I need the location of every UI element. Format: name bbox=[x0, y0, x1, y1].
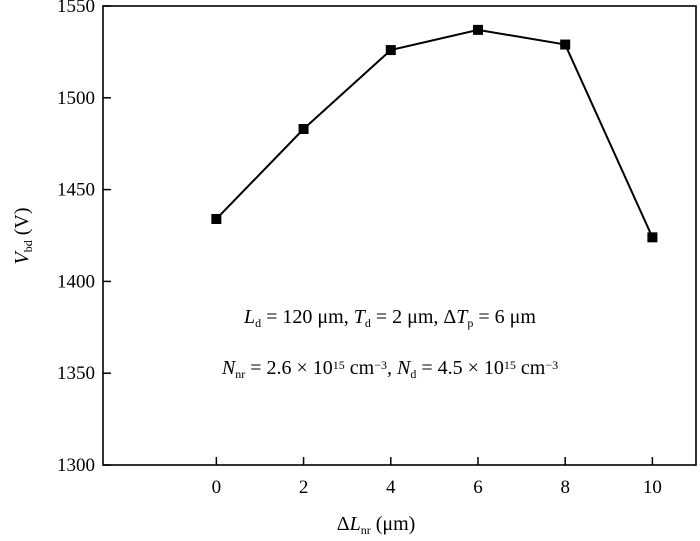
y-tick-label-0: 1300 bbox=[57, 455, 95, 476]
data-point-2 bbox=[385, 45, 396, 56]
y-tick-label-3: 1450 bbox=[57, 180, 95, 201]
x-tick-label-0: 0 bbox=[212, 477, 222, 498]
y-tick-label-4: 1500 bbox=[57, 88, 95, 109]
x-tick-label-3: 6 bbox=[473, 477, 483, 498]
data-point-1 bbox=[298, 124, 309, 135]
annotations: Ld = 120 μm, Td = 2 μm, ΔTp = 6 μm Nnr = … bbox=[221, 306, 558, 381]
axis-ticks bbox=[103, 5, 654, 466]
series-line-0 bbox=[215, 28, 654, 238]
plot-frame bbox=[102, 5, 697, 466]
annotation-line-2: Nnr = 2.6 × 1015 cm−3, Nd = 4.5 × 1015 c… bbox=[221, 357, 558, 381]
y-tick-label-5: 1550 bbox=[57, 0, 95, 17]
data-point-5 bbox=[647, 232, 658, 243]
y-tick-label-1: 1350 bbox=[57, 363, 95, 384]
data-point-0 bbox=[211, 213, 222, 224]
y-tick-label-2: 1400 bbox=[57, 271, 95, 292]
x-tick-label-5: 10 bbox=[643, 477, 662, 498]
series-group bbox=[211, 24, 658, 243]
annotation-line-1: Ld = 120 μm, Td = 2 μm, ΔTp = 6 μm bbox=[243, 306, 536, 330]
y-axis-title: Vbd (V) bbox=[11, 208, 35, 265]
x-tick-label-2: 4 bbox=[386, 477, 396, 498]
data-point-3 bbox=[472, 24, 483, 35]
x-axis-title: ΔLnr (μm) bbox=[337, 513, 416, 537]
tick-labels: 0 2 4 6 8 10 1300 1350 1400 1450 1500 1550 bbox=[57, 0, 662, 498]
data-point-4 bbox=[560, 39, 571, 50]
x-tick-label-1: 2 bbox=[299, 477, 309, 498]
x-tick-label-4: 8 bbox=[560, 477, 570, 498]
